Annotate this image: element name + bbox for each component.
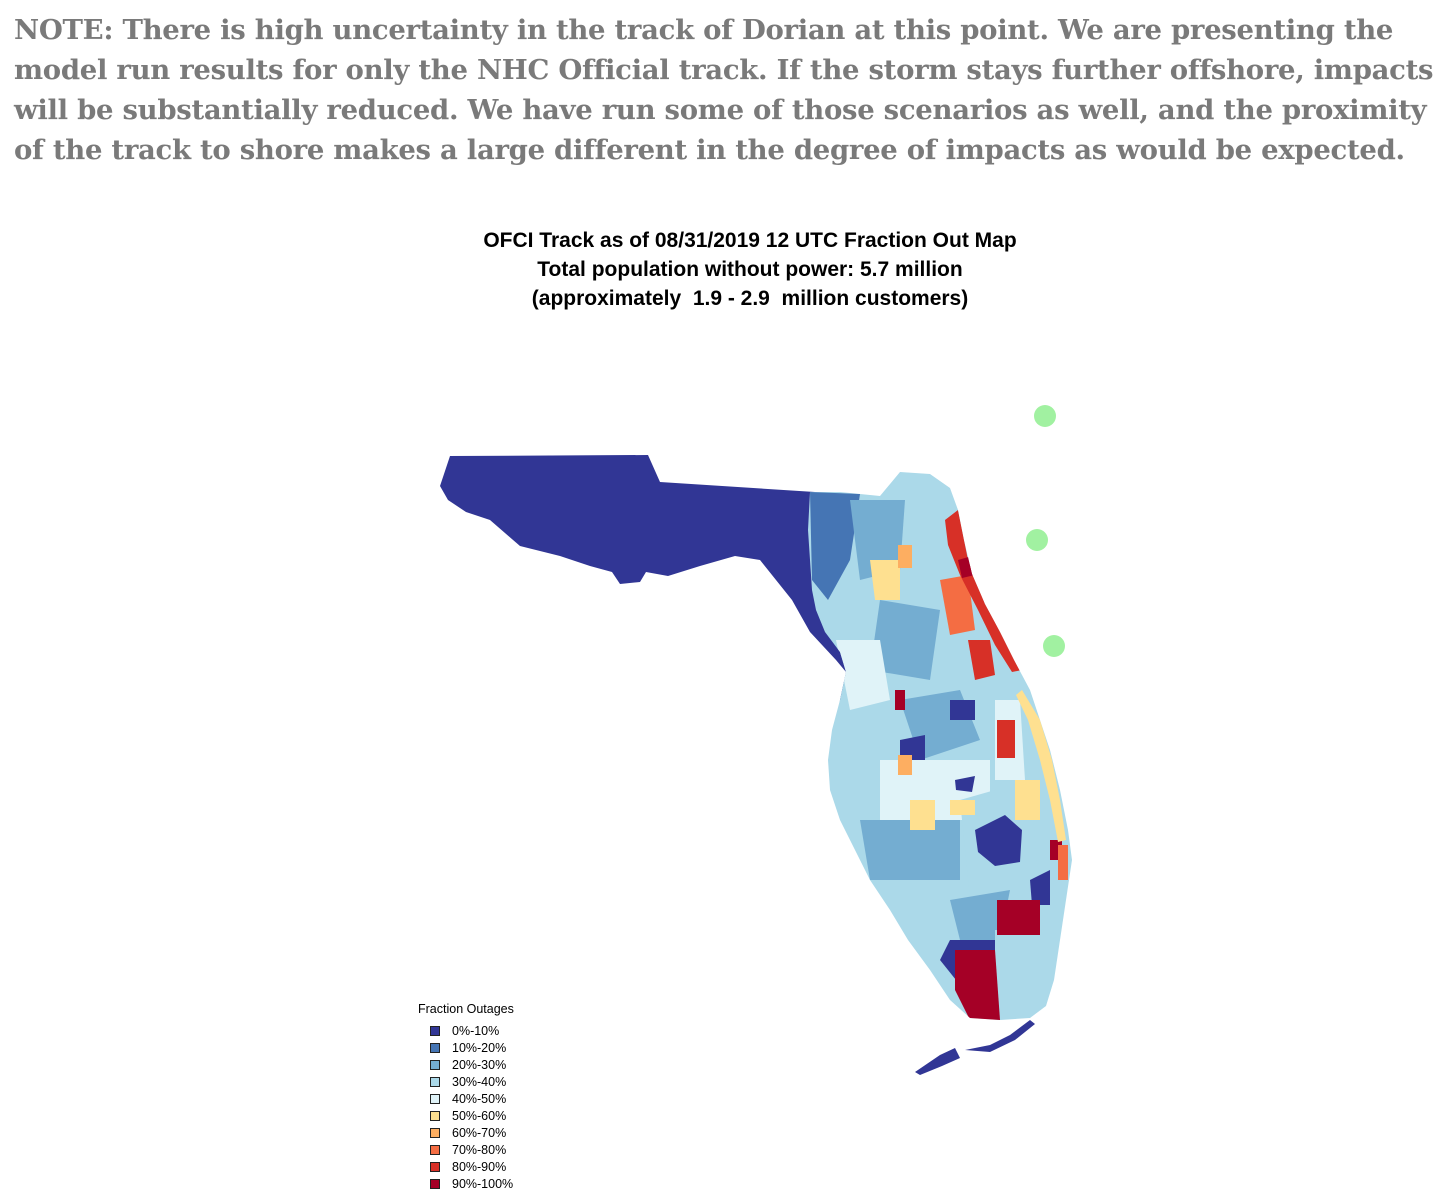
legend-swatch: [430, 1127, 440, 1138]
florida-keys: [915, 1048, 960, 1075]
legend-item: 60%-70%: [418, 1124, 514, 1141]
legend-label: 90%-100%: [452, 1176, 514, 1191]
legend-label: 20%-30%: [452, 1057, 507, 1072]
legend-swatch: [430, 1042, 440, 1053]
legend-swatch: [430, 1178, 440, 1189]
legend-items: 0%-10% 10%-20% 20%-30% 30%-40% 40%-50% 50%-60…: [418, 1022, 514, 1192]
legend-swatch: [430, 1110, 440, 1121]
legend-swatch: [430, 1161, 440, 1172]
legend-item: 10%-20%: [418, 1039, 514, 1056]
legend-label: 60%-70%: [452, 1125, 507, 1140]
track-point-3: [1043, 635, 1065, 657]
legend-title: Fraction Outages: [418, 1002, 514, 1016]
panhandle-region: [440, 455, 848, 672]
legend-swatch: [430, 1076, 440, 1087]
legend-label: 0%-10%: [452, 1023, 500, 1038]
map-subtitle-population: Total population without power: 5.7 mill…: [537, 258, 963, 281]
legend: Fraction Outages 0%-10% 10%-20% 20%-30% 30%…: [418, 1002, 514, 1192]
legend-label: 80%-90%: [452, 1159, 507, 1174]
map-title: OFCI Track as of 08/31/2019 12 UTC Fract…: [483, 229, 1017, 252]
legend-item: 70%-80%: [418, 1141, 514, 1158]
legend-label: 70%-80%: [452, 1142, 507, 1157]
legend-swatch: [430, 1025, 440, 1036]
legend-item: 50%-60%: [418, 1107, 514, 1124]
legend-item: 20%-30%: [418, 1056, 514, 1073]
legend-label: 30%-40%: [452, 1074, 507, 1089]
track-point-2: [1026, 529, 1048, 551]
legend-item: 80%-90%: [418, 1158, 514, 1175]
legend-swatch: [430, 1059, 440, 1070]
map-subtitle-customers: (approximately 1.9 - 2.9 million custome…: [531, 287, 969, 310]
map-title-block: OFCI Track as of 08/31/2019 12 UTC Fract…: [390, 226, 1110, 313]
legend-swatch: [430, 1144, 440, 1155]
legend-item: 40%-50%: [418, 1090, 514, 1107]
legend-item: 90%-100%: [418, 1175, 514, 1192]
legend-swatch: [430, 1093, 440, 1104]
uncertainty-note: NOTE: There is high uncertainty in the t…: [14, 14, 1434, 166]
legend-label: 40%-50%: [452, 1091, 507, 1106]
legend-item: 0%-10%: [418, 1022, 514, 1039]
legend-item: 30%-40%: [418, 1073, 514, 1090]
track-point-1: [1034, 405, 1056, 427]
legend-label: 10%-20%: [452, 1040, 507, 1055]
legend-label: 50%-60%: [452, 1108, 507, 1123]
florida-keys-east: [965, 1020, 1035, 1052]
